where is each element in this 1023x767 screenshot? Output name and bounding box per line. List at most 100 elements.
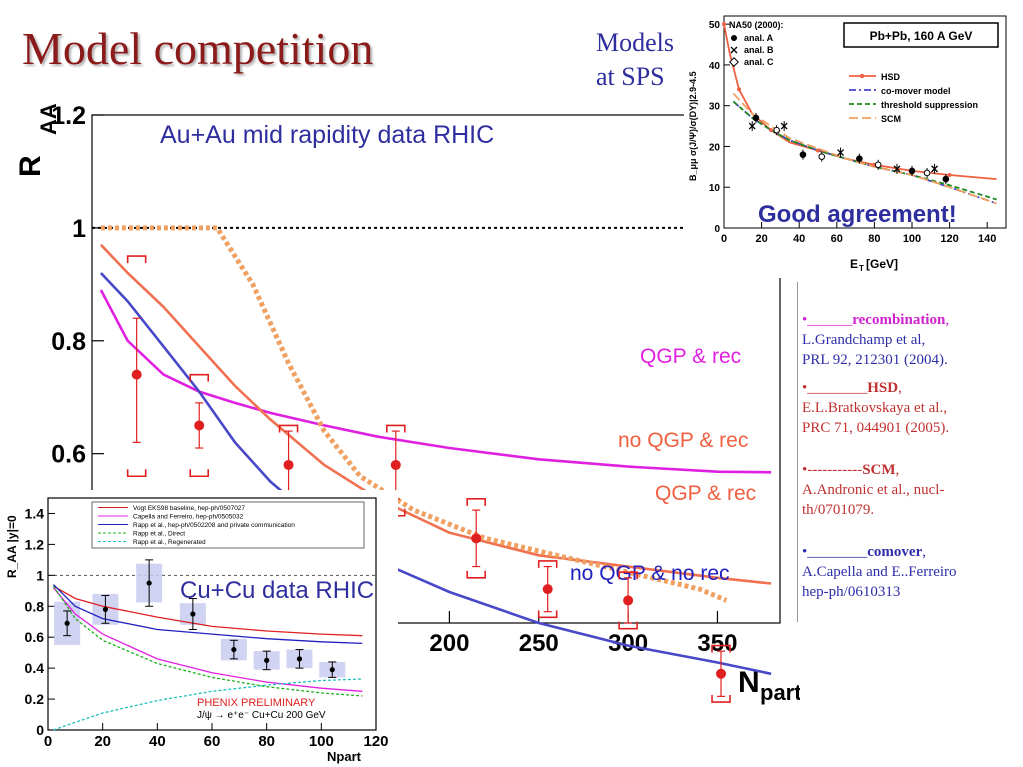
sps-y-tick-label: 0 <box>714 224 720 235</box>
ref-comover: •________comover, A.Capella and E..Ferre… <box>802 542 957 602</box>
ref-marker: •______ <box>802 312 853 328</box>
sps-y-tick-label: 10 <box>709 183 721 194</box>
curve-qgp-rec <box>99 289 772 474</box>
ref-marker: •________ <box>802 544 868 560</box>
cu-curve-vogt <box>53 585 363 637</box>
y-tick-label: 0.8 <box>51 328 86 356</box>
ref-line-2: PRC 71, 044901 (2005). <box>802 420 950 436</box>
cu-y-tick-label: 0.4 <box>25 660 45 676</box>
cu-x-tick-label: 40 <box>149 733 166 750</box>
sps-data-point-star <box>931 165 939 173</box>
sps-x-tick-label: 0 <box>721 233 727 245</box>
sps-data-point <box>908 167 916 175</box>
y-tick-label: 0.6 <box>51 441 86 469</box>
sps-data-point <box>773 126 780 134</box>
curve-label-no-qgp-no-rec: no QGP & no rec <box>570 562 730 585</box>
sys-bracket-bottom <box>618 621 638 630</box>
sps-data-point-star <box>748 122 756 130</box>
cu-data-point <box>190 611 196 617</box>
cu-legend-entry: Capella and Ferreiro, hep-ph/0505032 <box>133 514 244 521</box>
sys-bracket-top <box>466 498 487 506</box>
cu-legend-entry: Vogt EKS98 baseline, hep-ph/0507027 <box>133 505 245 512</box>
data-point <box>194 420 205 431</box>
x-axis-label-sub: part <box>760 680 800 705</box>
sps-y-tick-label: 20 <box>709 142 721 153</box>
x-tick-label: 350 <box>697 630 737 657</box>
y-tick-label: 1 <box>72 215 86 243</box>
sys-bracket-bottom <box>537 610 558 619</box>
cu-x-axis-label: Npart <box>327 749 362 764</box>
cu-x-tick-label: 120 <box>363 733 388 750</box>
ref-sep: , <box>895 462 900 478</box>
sps-legend-entry: co-mover model <box>881 86 951 96</box>
sps-data-point <box>818 153 826 160</box>
sps-y-tick-label: 30 <box>709 102 721 113</box>
sps-data-legend-entry: anal. B <box>744 45 774 55</box>
sys-bracket-top <box>189 373 210 382</box>
sps-data-point <box>856 155 863 162</box>
sps-data-legend-entry: anal. A <box>744 33 774 43</box>
data-point <box>716 668 727 679</box>
sps-data-point <box>752 114 760 122</box>
cu-x-tick-label: 100 <box>309 733 334 750</box>
data-point <box>283 459 294 470</box>
sps-x-axis-unit: [GeV] <box>866 257 898 271</box>
models-label-line-2: at SPS <box>596 62 665 91</box>
sps-annotation: Good agreement! <box>758 201 957 228</box>
cu-data-point <box>231 646 237 653</box>
cu-y-tick-label: 0.2 <box>25 691 45 707</box>
sps-data-point <box>923 169 931 177</box>
sps-legend-marker <box>730 46 738 54</box>
sps-x-tick-label: 120 <box>940 233 958 245</box>
sps-hsd-marker <box>816 148 820 153</box>
ref-line-2: hep-ph/0610313 <box>802 584 901 600</box>
ref-name: SCM <box>862 462 896 478</box>
sps-legend-entry: HSD <box>881 72 901 82</box>
sps-title-box <box>843 22 999 48</box>
cu-data-point <box>64 620 70 626</box>
cu-y-axis-label: R_AA |y|=0 <box>5 515 19 578</box>
sps-data-point-star <box>893 165 901 173</box>
ref-marker: •________ <box>802 380 868 396</box>
data-point <box>471 533 482 544</box>
ref-recombination: •______recombination, L.Grandchamp et al… <box>802 310 949 370</box>
sps-x-axis-label: E <box>850 257 858 271</box>
sps-legend-marker <box>731 35 737 41</box>
cu-curve-rapp <box>53 584 363 645</box>
x-tick-label: 300 <box>608 630 648 657</box>
sps-x-tick-label: 100 <box>903 233 921 245</box>
data-point <box>131 369 142 380</box>
sps-hsd-marker <box>722 22 726 27</box>
sys-bracket-top <box>537 560 558 568</box>
sps-x-tick-label: 20 <box>755 233 767 245</box>
cu-x-tick-label: 80 <box>258 733 275 750</box>
sps-x-axis-label-sub: T <box>859 264 864 273</box>
ref-line-1: A.Andronic et al., nucl- <box>802 482 945 498</box>
cucu-rhic-chart: 0 0.2 0.4 0.6 0.8 1 1.2 1.4 0 20 40 60 80 100 120Npart… <box>0 490 398 767</box>
sps-hsd-marker <box>947 173 952 177</box>
ref-line-1: E.L.Bratkovskaya et al., <box>802 400 947 416</box>
sps-data-point <box>799 151 807 158</box>
ref-name: recombination <box>852 312 946 328</box>
cu-y-tick-label: 0 <box>36 722 44 738</box>
cu-data-point <box>329 667 335 673</box>
data-point <box>390 459 401 470</box>
curve-no-qgp-rec <box>99 243 772 585</box>
sys-bracket-top <box>711 644 731 653</box>
cu-y-tick-label: 1 <box>36 567 44 583</box>
sps-curve-hsd <box>723 24 997 180</box>
sps-plot-frame <box>723 15 1007 229</box>
sps-x-tick-label: 60 <box>831 233 843 245</box>
y-axis-label: R <box>14 155 47 177</box>
x-tick-label: 250 <box>519 630 559 657</box>
cu-y-tick-label: 0.6 <box>25 629 45 645</box>
cu-x-tick-label: 0 <box>44 733 52 750</box>
plot-frame <box>91 114 781 624</box>
model-references: •______recombination, L.Grandchamp et al… <box>797 282 1023 622</box>
cu-data-point <box>264 657 270 663</box>
cu-data-point <box>146 580 152 586</box>
cu-chart-title: Cu+Cu data RHIC <box>180 577 374 604</box>
sps-data-point <box>874 161 882 169</box>
chart-title: Au+Au mid rapidity data RHIC <box>160 121 494 149</box>
sys-bracket-bottom <box>466 570 487 579</box>
